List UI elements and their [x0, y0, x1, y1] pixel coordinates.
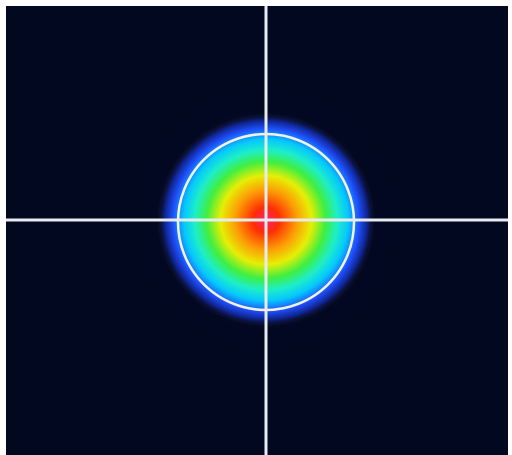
beam-profile-viewer: [6, 6, 508, 455]
beam-profile-image: [6, 6, 508, 455]
